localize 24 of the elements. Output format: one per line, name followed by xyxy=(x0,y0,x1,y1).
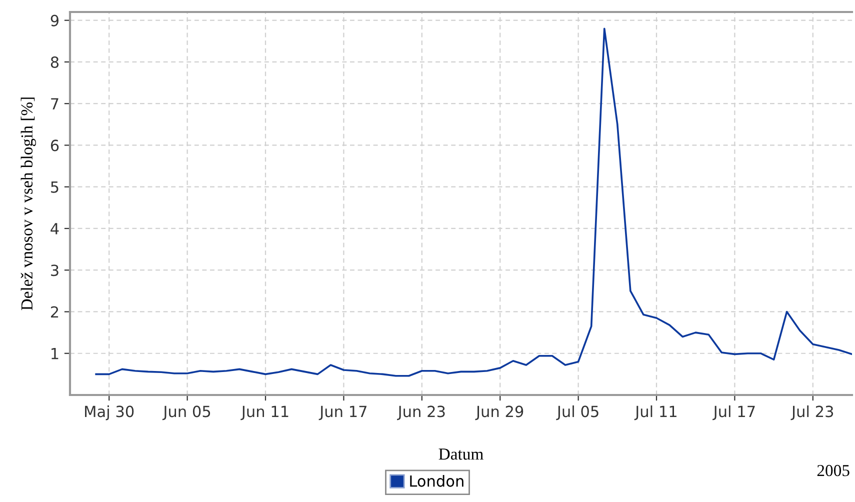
legend-label: London xyxy=(410,474,464,487)
y-tick-label: 6 xyxy=(50,140,59,152)
x-tick-label: Jun 23 xyxy=(397,406,445,420)
x-tick-label: Jun 11 xyxy=(240,406,288,420)
y-axis-title: Delež vnosov v vseh blogih [%] xyxy=(20,98,36,310)
y-tick-label: 5 xyxy=(51,182,58,193)
x-tick-label: Jun 17 xyxy=(318,406,366,420)
x-tick-label: Jul 05 xyxy=(556,405,598,420)
x-tick-label: Jul 11 xyxy=(634,405,676,420)
x-tick-label: Jun 29 xyxy=(475,406,524,420)
x-tick-label: Jul 23 xyxy=(790,405,834,420)
x-tick-label: Maj 30 xyxy=(85,405,134,420)
y-tick-label: 3 xyxy=(51,264,58,276)
y-tick-label: 1 xyxy=(52,348,58,360)
text: 2005 xyxy=(817,464,850,476)
y-tick-label: 7 xyxy=(51,98,58,110)
y-tick-label: 8 xyxy=(50,56,59,68)
x-axis-title: Datum xyxy=(438,448,484,460)
y-tick-label: 2 xyxy=(50,306,58,318)
x-tick-label: Jun 05 xyxy=(162,406,210,420)
y-tick-label: 4 xyxy=(50,223,59,234)
x-tick-label: Jul 17 xyxy=(712,405,755,420)
y-tick-label: 9 xyxy=(50,14,59,26)
line-series xyxy=(95,28,852,377)
